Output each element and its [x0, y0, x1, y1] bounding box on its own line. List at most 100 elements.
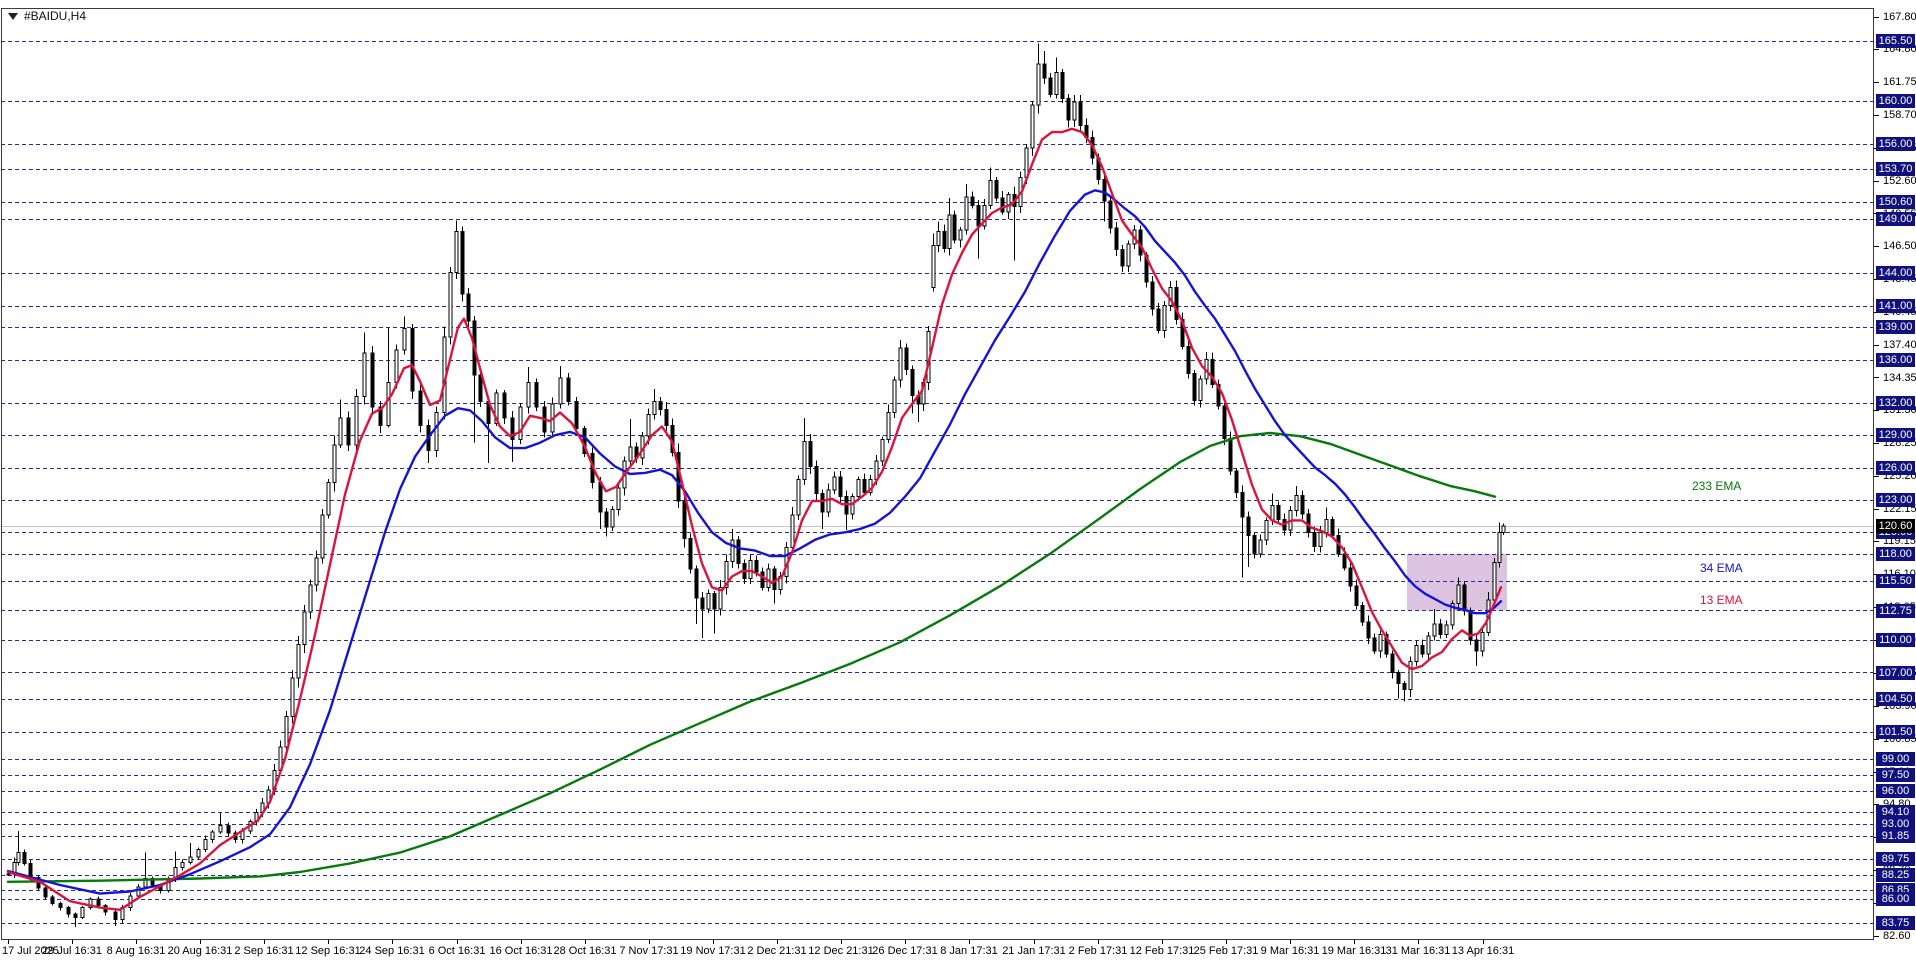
candle: [1156, 308, 1161, 332]
candle: [904, 347, 909, 370]
candle: [994, 180, 999, 199]
candle: [1186, 346, 1191, 375]
price-level-label: 129.00: [1876, 428, 1915, 443]
candle: [952, 214, 957, 241]
candle: [22, 852, 27, 864]
ema13-line: [6, 127, 1503, 911]
candle: [1150, 281, 1155, 310]
candle: [1378, 634, 1383, 652]
candle: [832, 476, 837, 491]
price-tick-label: 152.60: [1883, 174, 1916, 187]
candle: [284, 716, 289, 748]
candle: [346, 417, 351, 446]
candle: [874, 460, 879, 480]
candle: [880, 438, 885, 462]
candle: [66, 907, 71, 915]
candle: [892, 379, 897, 414]
ema233-line: [6, 431, 1497, 883]
candle: [796, 478, 801, 516]
candle: [1426, 635, 1431, 655]
date-tick-label: 12 Feb 17:31: [1129, 945, 1195, 957]
candle: [180, 861, 185, 869]
current-price-label: 120.60: [1876, 518, 1915, 533]
candle: [1324, 518, 1329, 533]
candle: [290, 677, 295, 718]
candle: [1492, 561, 1497, 601]
price-level-label: 94.10: [1876, 804, 1915, 819]
candle: [1174, 286, 1179, 321]
candle: [1198, 378, 1203, 402]
candle: [1234, 470, 1239, 493]
candle: [1414, 645, 1419, 663]
candle: [1372, 637, 1377, 652]
candle: [394, 349, 399, 383]
candle: [1102, 179, 1107, 202]
candle: [1276, 504, 1281, 520]
candle: [886, 412, 891, 440]
date-tick-label: 24 Sep 16:31: [359, 945, 425, 957]
price-level-label: 160.00: [1876, 93, 1915, 108]
candle: [188, 856, 193, 863]
date-tick-label: 7 Nov 17:31: [619, 945, 679, 957]
price-level-label: 156.00: [1876, 136, 1915, 151]
candle: [1000, 197, 1005, 213]
plot-border: [1, 8, 1874, 940]
price-level-label: 97.50: [1876, 768, 1915, 782]
symbol-dropdown-icon[interactable]: [8, 12, 18, 20]
candle: [688, 538, 693, 570]
candle: [1042, 63, 1047, 79]
price-level-label: 107.00: [1876, 665, 1915, 680]
candle: [6, 873, 11, 876]
price-level-label: 89.75: [1876, 851, 1915, 866]
candle: [378, 406, 383, 426]
date-tick-label: 6 Oct 16:31: [428, 945, 486, 957]
candle: [1497, 531, 1502, 563]
price-level-label: 91.85: [1876, 828, 1915, 843]
price-tick-label: 137.40: [1883, 338, 1916, 351]
date-tick-marks: [8, 940, 1484, 944]
candle: [947, 214, 952, 250]
candle: [1192, 373, 1197, 402]
date-tick-label: 29 Jul 16:31: [42, 945, 102, 957]
candle: [706, 593, 711, 610]
candle: [510, 417, 515, 440]
candle: [1402, 682, 1407, 691]
candle: [942, 230, 947, 250]
candle: [1252, 534, 1257, 555]
candle: [402, 327, 407, 351]
price-level-label: 165.50: [1876, 34, 1915, 49]
candle: [314, 557, 319, 586]
candle: [1438, 623, 1443, 636]
date-tick-label: 8 Aug 16:31: [106, 945, 166, 957]
candle: [700, 597, 705, 610]
date-tick-label: 13 Apr 16:31: [1451, 945, 1515, 957]
candle: [466, 293, 471, 322]
candle: [1480, 632, 1485, 652]
price-level-label: 118.00: [1876, 546, 1915, 561]
price-tick-label: 161.75: [1883, 75, 1916, 88]
candle: [910, 368, 915, 396]
candle: [1408, 661, 1413, 691]
price-level-label: 101.50: [1876, 724, 1915, 739]
candle: [518, 406, 523, 440]
candle: [736, 539, 741, 565]
candle: [332, 444, 337, 484]
candle: [296, 643, 301, 679]
candle: [658, 401, 663, 410]
candle: [50, 896, 55, 904]
price-level-label: 136.00: [1876, 352, 1915, 367]
candle: [434, 412, 439, 451]
candle: [1396, 671, 1401, 684]
candle: [931, 244, 936, 288]
price-tick-label: 158.70: [1883, 108, 1916, 121]
candle: [1312, 531, 1317, 547]
price-level-label: 132.00: [1876, 395, 1915, 410]
candle: [1258, 539, 1263, 555]
candle: [958, 229, 963, 241]
candle: [1444, 624, 1449, 636]
price-level-label: 112.75: [1876, 603, 1915, 618]
candle: [502, 392, 507, 419]
candle: [802, 441, 807, 480]
